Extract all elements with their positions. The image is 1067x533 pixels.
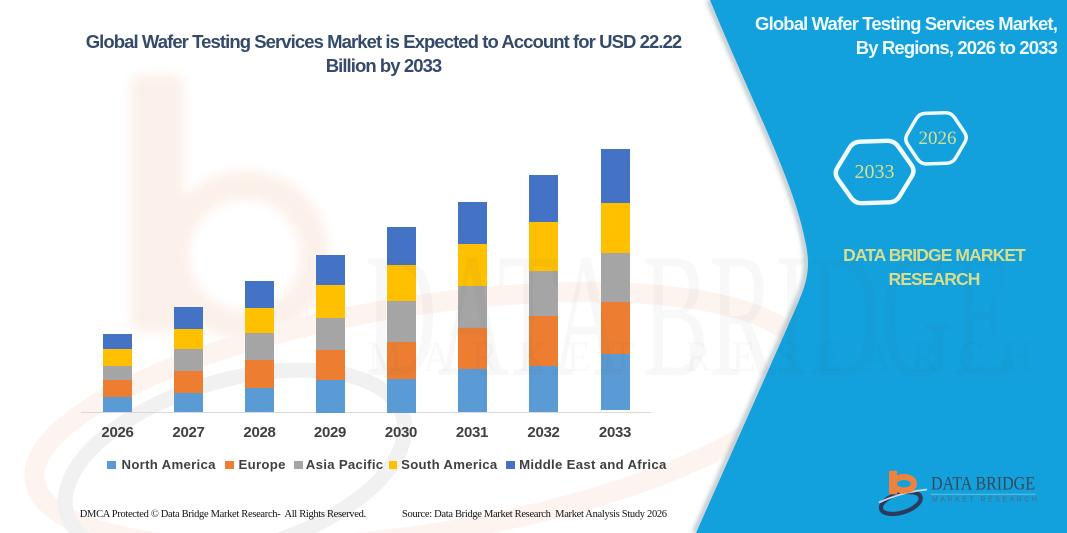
svg-text:MARKET RESEARCH: MARKET RESEARCH (932, 497, 1039, 504)
svg-text:DATA BRIDGE: DATA BRIDGE (931, 472, 1035, 494)
